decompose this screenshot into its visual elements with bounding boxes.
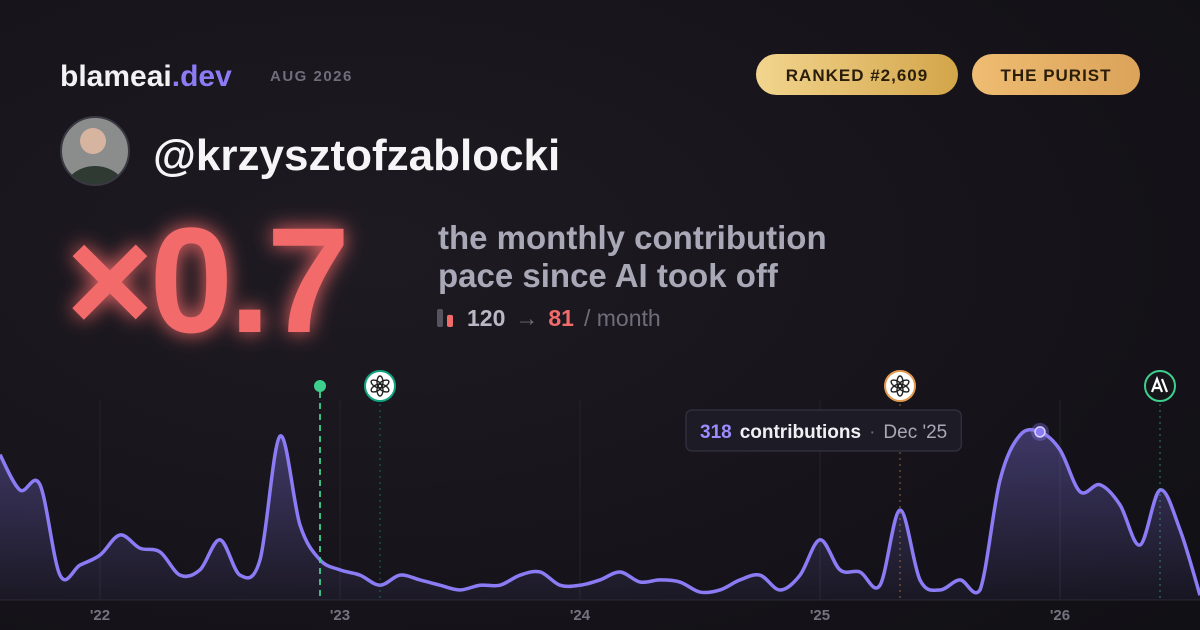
- tooltip-label: contributions: [740, 422, 861, 443]
- brand: blameai.dev: [60, 60, 232, 93]
- tooltip-box: [685, 409, 962, 452]
- multiplier: ×0.7: [66, 196, 346, 364]
- avatar-ring: [60, 116, 130, 186]
- description: the monthly contribution: [438, 219, 827, 256]
- hover-dot: [1034, 426, 1046, 438]
- x-tick-label: '26: [1050, 607, 1070, 624]
- event-glyph: [1150, 375, 1169, 393]
- event-icon: [884, 370, 916, 402]
- x-tick-label: '24: [570, 607, 591, 624]
- tooltip-value: 318: [700, 422, 732, 443]
- event-glyph: [890, 379, 903, 389]
- badge-label: THE PURIST: [1000, 66, 1111, 85]
- pace-arrow: →: [515, 305, 538, 331]
- badge: [972, 54, 1140, 95]
- x-tick-label: '25: [810, 607, 830, 624]
- pace-bar: [437, 309, 443, 327]
- tooltip-date: Dec '25: [883, 422, 947, 443]
- tooltip-separator: ·: [869, 422, 875, 443]
- pace-from: 120: [467, 305, 505, 331]
- pace-unit: / month: [584, 305, 661, 331]
- handle: @krzysztofzablocki: [153, 131, 560, 180]
- pace-to: 81: [548, 305, 574, 331]
- tooltip-text: 318 contributions · Dec '25: [700, 422, 947, 443]
- pace: 120 → 81 / month: [467, 305, 661, 331]
- x-tick-label: '23: [330, 607, 350, 624]
- event-dot: [314, 380, 326, 392]
- badge-label: RANKED #2,609: [786, 66, 928, 85]
- brand-name: blameai: [60, 60, 172, 93]
- brand-tld: .dev: [172, 60, 232, 93]
- event-icon: [364, 370, 396, 402]
- pace-bar: [447, 314, 453, 327]
- area: [0, 429, 1200, 600]
- line: [0, 427, 1200, 596]
- description: pace since AI took off: [438, 257, 779, 294]
- badge: [756, 54, 958, 95]
- chart: '22 '23 '24 '25 '26 318 contributions · Dec '25: [0, 309, 1200, 624]
- event-glyph: [370, 379, 383, 389]
- avatar: [61, 117, 129, 185]
- date: AUG 2026: [270, 68, 353, 85]
- x-tick-label: '22: [90, 607, 110, 624]
